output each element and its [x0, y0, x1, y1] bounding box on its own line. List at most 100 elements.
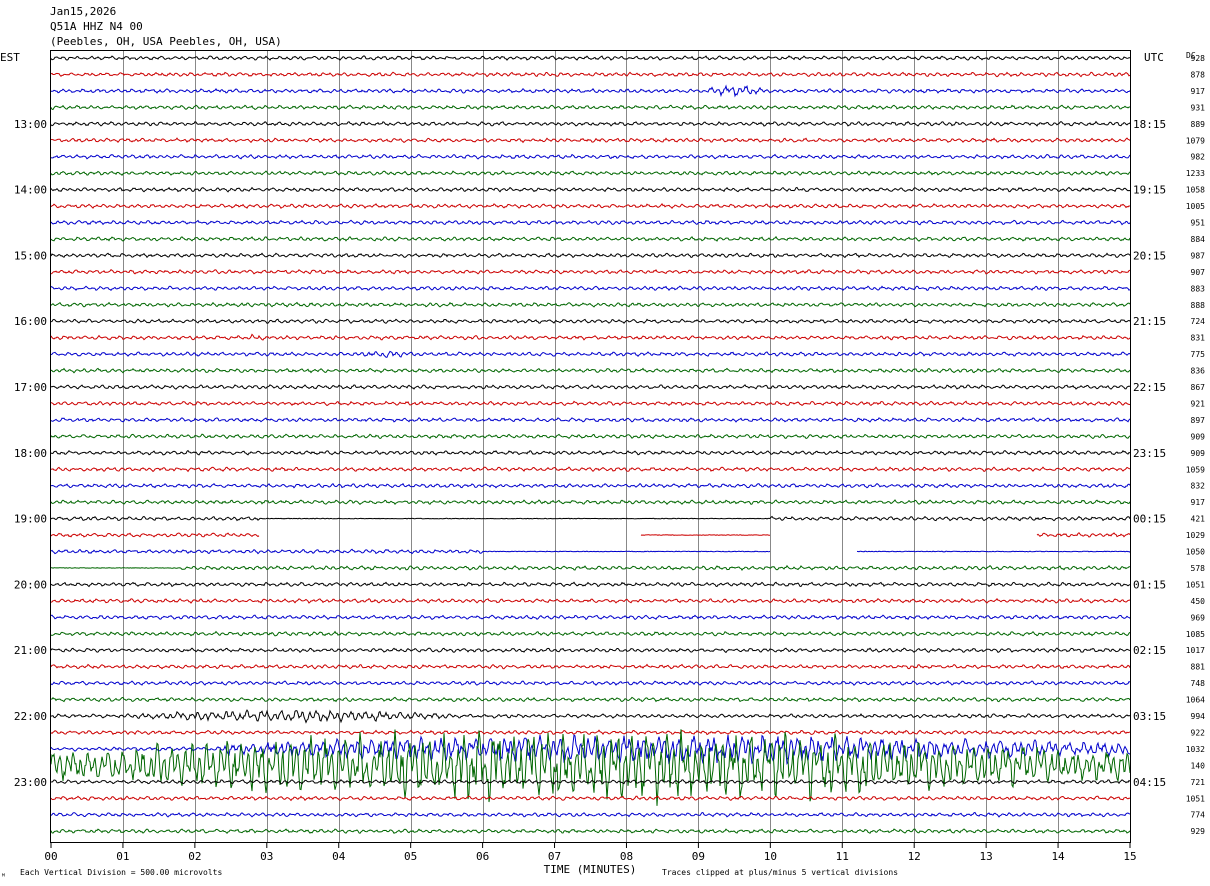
x-tick-label: 06	[476, 850, 489, 863]
dc-offset-label: 775	[1191, 350, 1206, 359]
dc-offset-label: 140	[1191, 761, 1206, 770]
x-tick-label: 10	[764, 850, 777, 863]
est-hour-label: 21:00	[14, 644, 47, 657]
seismic-trace	[50, 811, 1131, 818]
est-axis-label: EST	[0, 51, 20, 64]
seismic-trace	[50, 614, 1131, 621]
utc-hour-label: 04:15	[1133, 776, 1166, 789]
dc-offset-label: 1233	[1186, 169, 1205, 178]
x-tick-label: 11	[836, 850, 849, 863]
dc-offset-label: 450	[1191, 597, 1206, 606]
est-hour-label: 19:00	[14, 513, 47, 526]
x-axis-title: TIME (MINUTES)	[544, 863, 637, 876]
dc-offset-label: 1005	[1186, 202, 1205, 211]
x-tick-label: 01	[116, 850, 129, 863]
seismic-trace	[50, 564, 1130, 572]
utc-hour-label: 20:15	[1133, 249, 1166, 262]
est-hour-label: 23:00	[14, 776, 47, 789]
utc-hour-label: 21:15	[1133, 315, 1166, 328]
seismic-trace	[50, 367, 1131, 374]
est-hour-label: 15:00	[14, 249, 47, 262]
dc-offset-label: 724	[1191, 317, 1206, 326]
seismic-trace	[50, 515, 1131, 522]
dc-offset-label: 836	[1191, 367, 1206, 376]
seismic-trace	[50, 71, 1131, 78]
utc-hour-label: 18:15	[1133, 118, 1166, 131]
seismic-trace	[50, 350, 1131, 358]
x-tick-label: 00	[44, 850, 57, 863]
dc-offset-label: 748	[1191, 679, 1206, 688]
dc-offset-label: 831	[1191, 334, 1206, 343]
dc-offset-label: 1079	[1186, 136, 1205, 145]
utc-hour-label: 19:15	[1133, 184, 1166, 197]
dc-offset-label: 883	[1191, 284, 1206, 293]
seismic-trace	[50, 416, 1131, 423]
dc-offset-label: 929	[1191, 827, 1206, 836]
est-hour-label: 16:00	[14, 315, 47, 328]
dc-offset-label: 982	[1191, 153, 1206, 162]
seismic-trace	[50, 449, 1131, 456]
dc-offset-label: 907	[1191, 268, 1206, 277]
dc-offset-label: 888	[1191, 301, 1206, 310]
seismic-trace	[50, 729, 1131, 736]
dc-label: DC	[1186, 51, 1196, 60]
dc-offset-label: 884	[1191, 235, 1206, 244]
x-tick-label: 03	[260, 850, 273, 863]
dc-offset-label: 987	[1191, 251, 1206, 260]
seismic-trace	[50, 499, 1131, 506]
dc-offset-label: 881	[1191, 663, 1206, 672]
dc-offset-label: 878	[1191, 70, 1206, 79]
seismic-trace	[50, 778, 1131, 785]
dc-offset-label: 1051	[1186, 794, 1205, 803]
dc-offset-label: 1032	[1186, 745, 1205, 754]
dc-offset-label: 1051	[1186, 580, 1205, 589]
est-hour-label: 17:00	[14, 381, 47, 394]
utc-hour-label: 00:15	[1133, 513, 1166, 526]
x-tick-label: 13	[980, 850, 993, 863]
seismic-trace	[50, 318, 1131, 325]
seismic-trace	[50, 709, 1131, 724]
dc-offset-label: 969	[1191, 613, 1206, 622]
seismic-trace	[50, 235, 1131, 242]
dc-offset-label: 1058	[1186, 186, 1205, 195]
dc-offset-label: 1050	[1186, 548, 1205, 557]
seismic-trace	[50, 581, 1131, 588]
x-tick-label: 04	[332, 850, 346, 863]
header: Jan15,2026 Q51A HHZ N4 00 (Peebles, OH, …	[50, 4, 282, 49]
seismic-trace	[50, 548, 1131, 555]
x-tick-label: 02	[188, 850, 201, 863]
seismic-trace	[50, 663, 1131, 670]
seismic-trace	[50, 597, 1131, 604]
x-tick-label: 05	[404, 850, 417, 863]
seismic-trace	[50, 219, 1131, 226]
seismic-trace	[50, 301, 1131, 308]
utc-hour-label: 03:15	[1133, 710, 1166, 723]
seismic-trace	[50, 55, 1131, 61]
vertical-division-note: Each Vertical Division = 500.00 microvol…	[20, 868, 222, 877]
dc-offset-label: 1085	[1186, 630, 1205, 639]
x-tick-label: 15	[1123, 850, 1136, 863]
dc-offset-label: 421	[1191, 515, 1206, 524]
dc-offset-label: 774	[1191, 811, 1206, 820]
est-hour-label: 22:00	[14, 710, 47, 723]
dc-offset-label: 921	[1191, 399, 1206, 408]
seismic-trace	[50, 680, 1131, 686]
seismic-trace	[50, 170, 1131, 176]
dc-offset-label: 1064	[1186, 696, 1205, 705]
seismic-trace	[50, 630, 1131, 637]
est-hour-label: 20:00	[14, 578, 47, 591]
seismic-trace	[50, 433, 1131, 440]
dc-offset-label: 1029	[1186, 531, 1205, 540]
seismic-trace	[50, 104, 1131, 111]
traces	[50, 55, 1131, 834]
utc-axis-label: UTC	[1144, 51, 1164, 64]
dc-offset-label: 889	[1191, 120, 1206, 129]
x-tick-label: 07	[548, 850, 561, 863]
seismic-trace	[50, 333, 1131, 341]
seismic-trace	[50, 828, 1131, 834]
seismic-trace	[51, 384, 1131, 390]
dc-offset-label: 931	[1191, 103, 1206, 112]
dc-offset-label: 1017	[1186, 646, 1205, 655]
labels: EST UTC DC 13:00 14:00 15:00 16:00 17:00 18:00 19…	[0, 51, 1205, 881]
